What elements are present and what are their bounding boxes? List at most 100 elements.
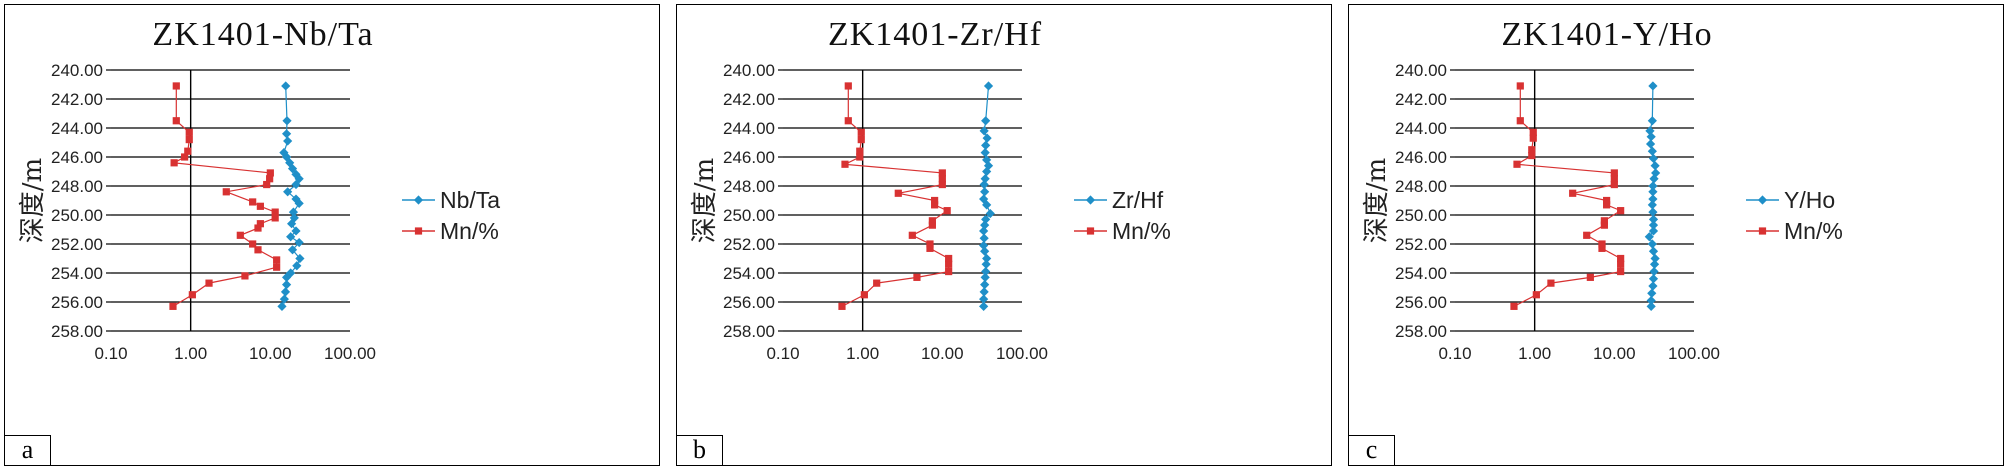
point-nb-ta bbox=[288, 207, 299, 217]
y-tick-label: 242.00 bbox=[723, 90, 775, 109]
point-mn bbox=[945, 267, 953, 276]
y-tick-label: 256.00 bbox=[1395, 293, 1447, 312]
point-y-ho bbox=[1648, 194, 1658, 204]
point-mn bbox=[913, 273, 921, 281]
point-mn bbox=[945, 254, 953, 263]
x-tick-label: 10.00 bbox=[249, 344, 292, 363]
point-zr-hf bbox=[982, 253, 992, 264]
y-tick-label: 246.00 bbox=[723, 148, 775, 167]
point-mn bbox=[205, 279, 213, 287]
point-mn bbox=[1617, 207, 1625, 215]
point-mn bbox=[273, 263, 281, 271]
point-nb-ta bbox=[282, 116, 292, 126]
y-tick-label: 248.00 bbox=[51, 177, 103, 196]
point-mn bbox=[254, 246, 262, 254]
point-mn bbox=[184, 147, 192, 155]
point-mn bbox=[185, 128, 193, 136]
panel-b: ZK1401-Zr/Hf 240.00 242.00 244.00 246.00 248.… bbox=[676, 4, 1332, 466]
point-mn bbox=[943, 207, 951, 215]
point-nb-ta bbox=[283, 136, 293, 146]
y-tick-label: 254.00 bbox=[1395, 264, 1447, 283]
point-mn bbox=[1610, 175, 1618, 183]
point-mn bbox=[938, 180, 946, 189]
point-y-ho bbox=[1648, 153, 1659, 164]
point-y-ho bbox=[1649, 174, 1659, 184]
point-nb-ta bbox=[289, 213, 299, 223]
point-zr-hf bbox=[980, 174, 990, 184]
point-zr-hf bbox=[982, 166, 992, 177]
x-tick-label: 10.00 bbox=[921, 344, 964, 363]
y-tick-label: 258.00 bbox=[51, 322, 103, 341]
point-mn bbox=[169, 302, 177, 310]
point-mn bbox=[1510, 302, 1518, 310]
point-mn bbox=[1600, 217, 1608, 225]
point-mn bbox=[1528, 151, 1536, 160]
legend-label-nb-ta: Nb/Ta bbox=[440, 187, 500, 213]
y-tick-label: 256.00 bbox=[51, 293, 103, 312]
point-mn bbox=[266, 169, 274, 177]
point-y-ho bbox=[1650, 253, 1660, 264]
point-zr-hf bbox=[980, 246, 990, 256]
point-mn bbox=[931, 201, 939, 209]
point-y-ho bbox=[1648, 81, 1658, 91]
point-mn bbox=[857, 136, 865, 144]
legend-marker-y-ho bbox=[1757, 195, 1768, 205]
point-mn bbox=[841, 160, 849, 168]
point-mn bbox=[894, 189, 902, 197]
legend-marker-mn bbox=[1086, 227, 1095, 235]
chart-title: ZK1401-Y/Ho bbox=[1501, 16, 1712, 53]
x-tick-label: 1.00 bbox=[1518, 344, 1551, 363]
point-mn bbox=[938, 175, 946, 183]
point-mn bbox=[1598, 244, 1606, 252]
point-y-ho bbox=[1646, 301, 1656, 311]
point-mn bbox=[181, 153, 189, 161]
y-tick-label: 240.00 bbox=[723, 61, 775, 80]
panel-label-a: a bbox=[5, 435, 51, 465]
point-nb-ta bbox=[280, 287, 291, 297]
point-mn bbox=[1610, 180, 1618, 189]
point-nb-ta bbox=[287, 219, 297, 229]
point-mn bbox=[271, 214, 279, 222]
point-mn bbox=[1617, 260, 1625, 268]
point-mn bbox=[873, 279, 881, 287]
y-tick-label: 252.00 bbox=[1395, 235, 1447, 254]
point-mn bbox=[256, 220, 264, 228]
x-tick-label: 10.00 bbox=[1593, 344, 1636, 363]
point-zr-hf bbox=[981, 266, 991, 277]
point-mn bbox=[1516, 117, 1524, 125]
point-mn bbox=[1529, 134, 1537, 142]
point-y-ho bbox=[1647, 200, 1657, 210]
point-nb-ta bbox=[281, 272, 292, 282]
point-zr-hf bbox=[981, 214, 991, 224]
point-mn bbox=[856, 153, 864, 161]
point-nb-ta bbox=[277, 301, 287, 311]
point-nb-ta bbox=[281, 81, 291, 91]
point-zr-hf bbox=[979, 126, 989, 136]
point-zr-hf bbox=[980, 280, 990, 290]
y-tick-label: 240.00 bbox=[51, 61, 103, 80]
point-nb-ta bbox=[283, 187, 293, 197]
point-mn bbox=[1528, 146, 1536, 154]
point-zr-hf bbox=[979, 179, 989, 190]
x-tick-label: 1.00 bbox=[174, 344, 207, 363]
y-tick-label: 246.00 bbox=[1395, 148, 1447, 167]
y-tick-label: 244.00 bbox=[723, 119, 775, 138]
point-mn bbox=[1513, 160, 1521, 168]
point-mn bbox=[222, 188, 230, 196]
point-zr-hf bbox=[979, 233, 989, 243]
point-mn bbox=[1603, 201, 1611, 209]
point-mn bbox=[838, 302, 846, 310]
panel-c: ZK1401-Y/Ho 240.00 242.00 244.00 246.00 248.0… bbox=[1348, 4, 2004, 466]
point-y-ho bbox=[1648, 281, 1658, 291]
point-y-ho bbox=[1646, 295, 1656, 306]
point-y-ho bbox=[1648, 274, 1659, 284]
point-zr-hf bbox=[979, 294, 989, 304]
point-nb-ta bbox=[281, 280, 292, 290]
y-tick-label: 240.00 bbox=[1395, 61, 1447, 80]
point-y-ho bbox=[1646, 132, 1656, 142]
point-mn bbox=[1586, 273, 1594, 281]
point-y-ho bbox=[1648, 207, 1658, 217]
point-mn bbox=[1532, 291, 1540, 299]
point-zr-hf bbox=[979, 287, 989, 297]
